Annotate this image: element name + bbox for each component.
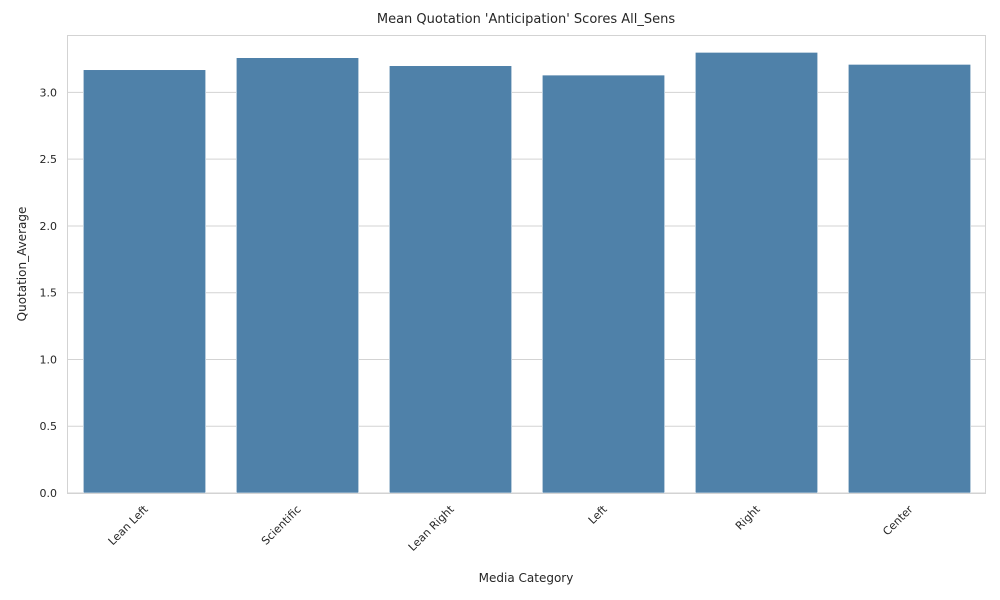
x-tick-label: Right [733,502,763,532]
y-tick-label: 2.5 [40,153,58,166]
x-tick-label: Scientific [259,503,304,548]
y-tick-label: 3.0 [40,86,58,99]
x-tick-labels: Lean Left Scientific Lean Right Left Right Ce… [106,502,916,553]
y-tick-labels: 0.0 0.5 1.0 1.5 2.0 2.5 3.0 [40,86,58,500]
x-tick-label: Center [880,503,916,539]
y-tick-label: 1.5 [40,287,58,300]
x-tick-label: Lean Left [106,502,151,547]
y-tick-label: 1.0 [40,353,58,366]
bar-lean-right [388,65,512,494]
bar-right [694,52,818,494]
y-gridlines [68,91,986,494]
plot-frame [67,35,986,494]
y-tick-label: 0.5 [40,420,58,433]
bar-scientific [236,57,360,494]
x-tick-label: Left [586,502,610,526]
y-axis-label: Quotation_Average [15,207,29,322]
chart-title: Mean Quotation 'Anticipation' Scores All… [377,12,675,27]
y-tick-label: 2.0 [40,220,58,233]
x-axis-label: Media Category [479,571,574,585]
bars [83,52,971,494]
y-tick-label: 0.0 [40,487,58,500]
bar-lean-left [83,69,207,494]
bar-center [847,64,971,494]
x-tick-label: Lean Right [406,502,457,553]
bar-left [541,74,665,494]
